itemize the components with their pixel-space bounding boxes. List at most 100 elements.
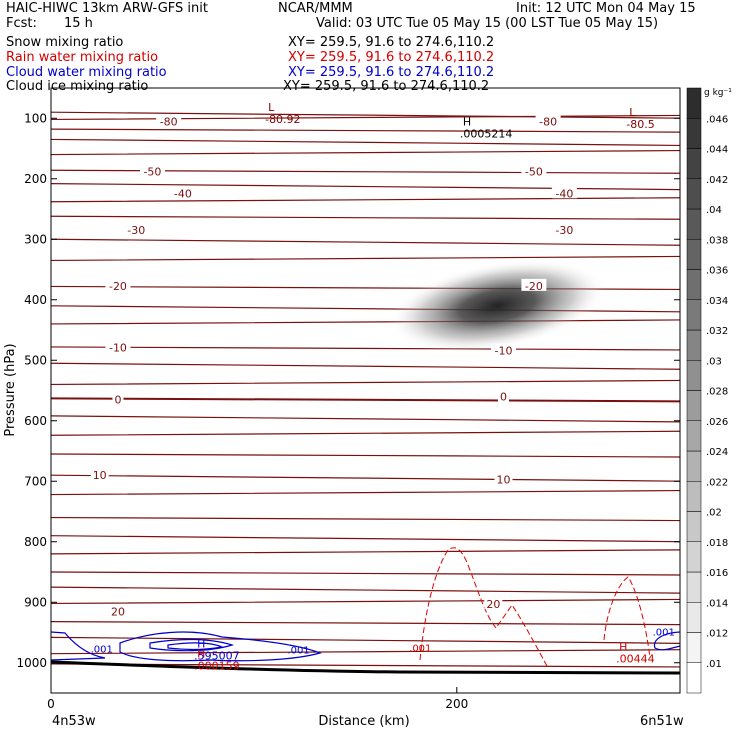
colorbar-segment xyxy=(686,602,702,633)
isotherm-line xyxy=(51,215,680,220)
isotherm-line xyxy=(51,535,680,543)
colorbar-segment xyxy=(686,329,702,361)
isotherm-label: -10 xyxy=(109,342,127,355)
mixing-ratio-label: .001 xyxy=(91,644,113,655)
isotherm-label: -20 xyxy=(109,280,127,293)
label-mask xyxy=(112,392,124,405)
extremum-mark: L xyxy=(629,106,636,119)
contour-labels: -80 -80 -50 -50 -40 -40 -30 -30 -20 -20 -10 -10 0 0 10… xyxy=(91,114,675,657)
colorbar-segment xyxy=(686,632,702,663)
isotherm-line xyxy=(51,182,680,191)
colorbar-segment xyxy=(686,662,702,694)
label-mask xyxy=(535,114,561,127)
isotherm-line xyxy=(51,516,680,522)
isotherm-label: -80 xyxy=(160,115,178,128)
colorbar-tick-label: .01 xyxy=(706,659,722,670)
colorbar-tick-label: .018 xyxy=(706,538,728,549)
isotherm-line xyxy=(51,415,680,423)
colorbar-segment xyxy=(686,118,702,149)
label-mask xyxy=(105,340,131,353)
x-axis-label: Distance (km) xyxy=(318,714,409,729)
cloud-water-contours xyxy=(51,631,680,662)
colorbar-tick-label: .022 xyxy=(706,477,728,488)
fcst-value: 15 h xyxy=(64,16,93,31)
colorbar-tick-label: .038 xyxy=(706,235,728,246)
isotherm-line xyxy=(51,598,680,605)
isotherm-label: 0 xyxy=(500,391,507,404)
isotherm-label: 20 xyxy=(486,598,500,611)
isotherm-line xyxy=(51,379,680,386)
colorbar-segment xyxy=(686,420,702,452)
mixing-ratio-label: .001 xyxy=(653,628,675,639)
isotherm-line xyxy=(51,621,680,626)
colorbar-tick-label: .034 xyxy=(706,296,728,307)
isotherm-line xyxy=(51,362,680,370)
isotherm-label: -20 xyxy=(525,280,543,293)
rain-water-contours xyxy=(419,547,651,669)
y-tick-label: 500 xyxy=(24,353,47,367)
isotherm-label: -30 xyxy=(127,224,145,237)
isotherm-line xyxy=(51,649,680,655)
field-xy-cloud-water: XY= 259.5, 91.6 to 274.6,110.2 xyxy=(288,65,495,80)
label-mask xyxy=(490,343,516,356)
isotherm-line xyxy=(51,453,680,458)
isotherm-line xyxy=(51,111,680,119)
extremum-mark: L xyxy=(268,101,275,114)
extremum-mark: H xyxy=(463,116,471,129)
valid-time: Valid: 03 UTC Tue 05 May 15 (00 LST Tue … xyxy=(316,16,659,31)
x-tick-label: 0 xyxy=(47,697,55,711)
label-mask xyxy=(105,278,131,291)
label-mask xyxy=(156,114,182,127)
isotherm-label: -40 xyxy=(174,187,192,200)
y-tick-label: 100 xyxy=(24,111,47,125)
isotherm-label: 10 xyxy=(496,473,510,486)
fcst-label: Fcst: xyxy=(6,16,37,31)
y-tick-label: 1000 xyxy=(16,656,47,670)
colorbar-segment xyxy=(686,208,702,240)
cloud-contour-right xyxy=(653,631,680,651)
extremum-mark: H xyxy=(197,638,205,651)
isotherm-line xyxy=(51,489,680,496)
colorbar-segment xyxy=(686,299,702,331)
isotherm-label: -80 xyxy=(539,115,557,128)
colorbar-segment xyxy=(686,541,702,573)
isotherm-label: -40 xyxy=(555,187,573,200)
y-tick-label: 400 xyxy=(24,293,47,307)
temperature-isotherms xyxy=(51,111,680,668)
isotherm-line xyxy=(51,430,680,436)
colorbar-tick-label: .046 xyxy=(706,114,728,125)
isotherm-line xyxy=(51,238,680,246)
colorbar-tick-label: .032 xyxy=(706,326,728,337)
colorbar-tick-label: .04 xyxy=(706,205,722,216)
colorbar-tick-label: .012 xyxy=(706,629,728,640)
colorbar-tick-label: .036 xyxy=(706,266,728,277)
colorbar-unit: g kg⁻¹ xyxy=(704,88,732,98)
field-xy-snow: XY= 259.5, 91.6 to 274.6,110.2 xyxy=(288,35,495,50)
isotherm-label: 0 xyxy=(114,394,121,407)
org-label: NCAR/MMM xyxy=(278,1,353,16)
isotherm-line xyxy=(51,149,680,156)
extremum-value: .00444 xyxy=(616,653,655,666)
colorbar-segment xyxy=(686,511,702,542)
colorbar-tick-label: .014 xyxy=(706,598,728,609)
isotherm-line xyxy=(51,636,680,644)
rain-contour-001 xyxy=(419,547,549,669)
isotherm-line xyxy=(51,319,680,325)
isotherm-label: -30 xyxy=(555,224,573,237)
colorbar-segment xyxy=(686,239,702,270)
label-mask xyxy=(123,223,149,236)
extremum-value: .0005214 xyxy=(460,128,513,141)
isotherm-label: -10 xyxy=(494,345,512,358)
y-tick-label: 800 xyxy=(24,535,47,549)
extremum-mark: H xyxy=(197,647,205,660)
label-mask xyxy=(108,604,127,617)
isotherm-line xyxy=(51,474,680,482)
colorbar-segment xyxy=(686,360,702,391)
colorbar-segment xyxy=(686,148,702,179)
extremum-value: .000159 xyxy=(194,659,240,672)
isotherm-line xyxy=(51,128,680,133)
isotherm-label: 20 xyxy=(111,605,125,618)
plot-frame xyxy=(50,87,681,694)
cloud-contour-center-left xyxy=(119,631,322,662)
